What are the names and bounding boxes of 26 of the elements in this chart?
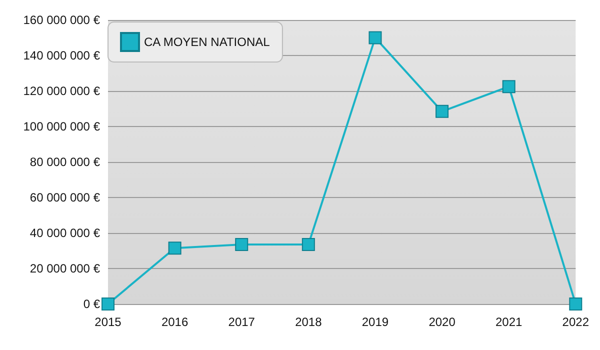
y-tick-label: 60 000 000 € [30, 190, 100, 204]
y-tick-label: 120 000 000 € [23, 84, 100, 98]
y-tick-label: 100 000 000 € [23, 120, 100, 134]
x-tick-label: 2020 [428, 315, 456, 329]
y-tick-label: 80 000 000 € [30, 155, 100, 169]
x-tick-label: 2017 [228, 315, 256, 329]
point [436, 104, 449, 118]
y-tick-label: 160 000 000 € [23, 13, 100, 27]
point [302, 238, 315, 252]
y-tick-label: 20 000 000 € [30, 262, 100, 276]
x-tick-label: 2022 [562, 315, 590, 329]
point [102, 298, 114, 310]
y-tick-label: 0 € [83, 297, 100, 311]
point [502, 80, 516, 94]
legend-label: CA MOYEN NATIONAL [144, 35, 270, 49]
x-tick-label: 2016 [161, 315, 188, 329]
y-tick-label: 40 000 000 € [30, 226, 100, 240]
point [569, 298, 582, 310]
point [235, 238, 248, 252]
x-tick-label: 2015 [94, 315, 122, 329]
x-tick-label: 2018 [295, 315, 322, 329]
y-tick-label: 140 000 000 € [23, 48, 100, 62]
x-tick-label: 2021 [495, 315, 523, 329]
point [168, 242, 182, 255]
point [368, 31, 382, 44]
x-tick-label: 2019 [362, 315, 389, 329]
